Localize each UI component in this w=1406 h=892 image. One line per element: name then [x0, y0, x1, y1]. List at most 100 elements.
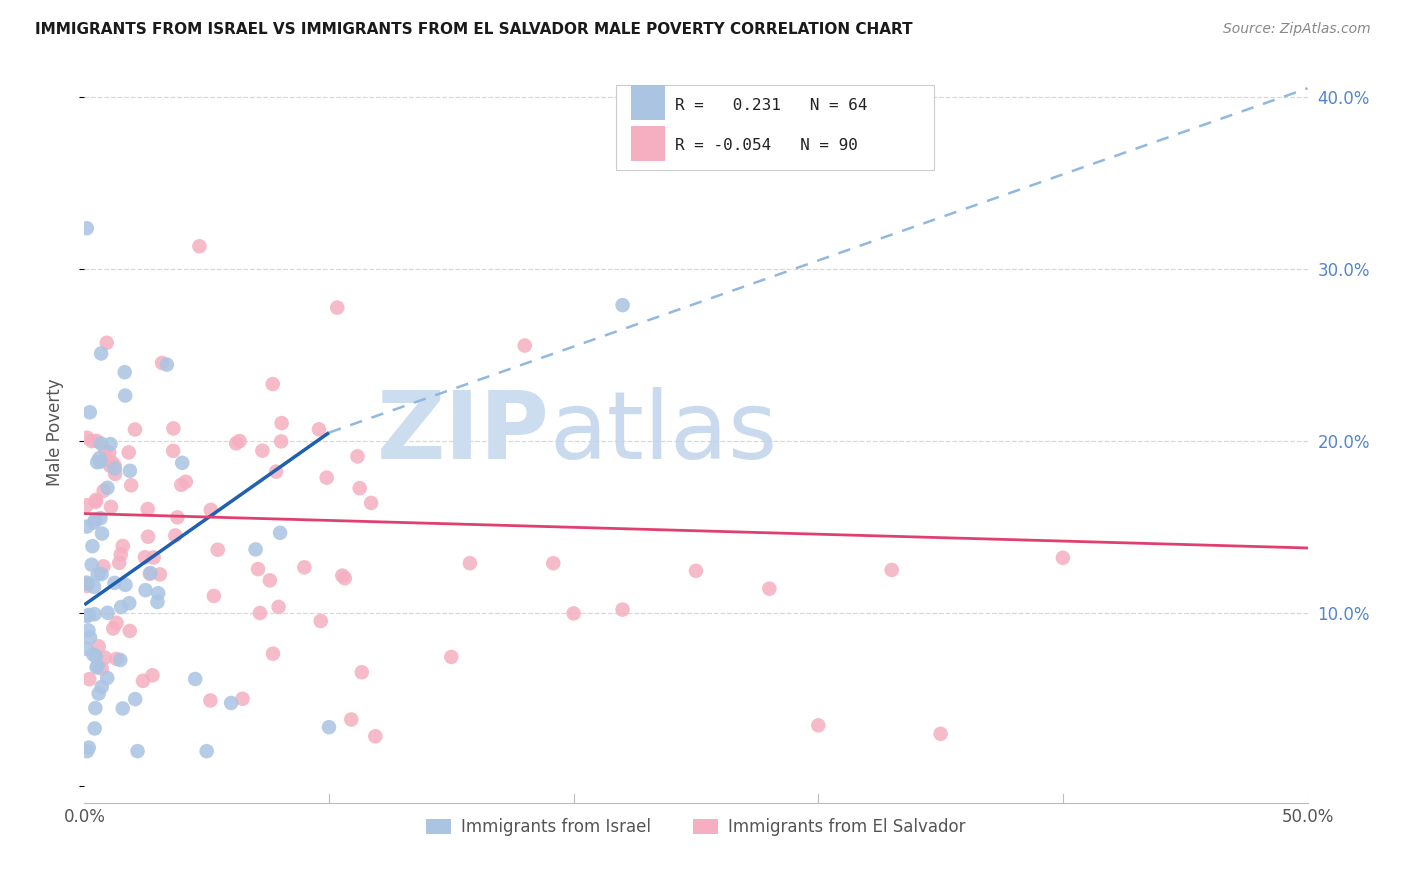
- Point: [929, 727, 952, 741]
- Point: [86, 455, 108, 469]
- Text: atlas: atlas: [550, 386, 778, 479]
- Point: [82, 539, 104, 553]
- Point: [245, 542, 267, 557]
- Point: [458, 556, 481, 570]
- Point: [104, 461, 127, 475]
- Point: [118, 596, 141, 610]
- Text: IMMIGRANTS FROM ISRAEL VS IMMIGRANTS FROM EL SALVADOR MALE POVERTY CORRELATION C: IMMIGRANTS FROM ISRAEL VS IMMIGRANTS FRO…: [35, 22, 912, 37]
- Point: [184, 672, 207, 686]
- Point: [110, 599, 132, 614]
- Point: [136, 530, 159, 544]
- Text: Source: ZipAtlas.com: Source: ZipAtlas.com: [1223, 22, 1371, 37]
- Point: [136, 502, 159, 516]
- Point: [252, 443, 274, 458]
- Point: [1052, 550, 1074, 565]
- Point: [100, 437, 122, 451]
- Point: [87, 687, 110, 701]
- Point: [89, 455, 111, 469]
- Y-axis label: Male Poverty: Male Poverty: [45, 379, 63, 486]
- Point: [114, 578, 136, 592]
- Point: [93, 483, 115, 498]
- Point: [156, 358, 179, 372]
- Point: [94, 650, 117, 665]
- Point: [104, 467, 127, 481]
- Point: [82, 648, 104, 662]
- Point: [103, 622, 125, 636]
- Point: [249, 606, 271, 620]
- Point: [77, 624, 100, 638]
- Point: [315, 471, 337, 485]
- Point: [108, 556, 131, 570]
- Point: [101, 455, 124, 469]
- Point: [162, 443, 184, 458]
- FancyBboxPatch shape: [616, 85, 935, 169]
- Point: [308, 422, 330, 436]
- Point: [96, 671, 118, 685]
- Point: [612, 602, 634, 616]
- Point: [105, 615, 128, 630]
- Point: [148, 586, 170, 600]
- Point: [86, 660, 108, 674]
- Point: [124, 692, 146, 706]
- Point: [139, 566, 162, 580]
- Point: [87, 640, 110, 654]
- Point: [543, 556, 565, 570]
- Bar: [631, 85, 665, 120]
- Point: [114, 388, 136, 402]
- Point: [110, 653, 132, 667]
- Point: [340, 713, 363, 727]
- Point: [83, 516, 105, 530]
- Point: [87, 659, 110, 673]
- Point: [513, 338, 536, 352]
- Point: [219, 696, 242, 710]
- Point: [346, 450, 368, 464]
- Point: [76, 577, 98, 591]
- Point: [330, 568, 353, 582]
- Point: [188, 239, 211, 253]
- Point: [134, 550, 156, 565]
- Point: [270, 416, 292, 430]
- Point: [89, 451, 111, 466]
- Point: [124, 423, 146, 437]
- Point: [114, 365, 136, 379]
- Point: [166, 510, 188, 524]
- Point: [292, 560, 315, 574]
- Point: [170, 478, 193, 492]
- Point: [120, 478, 142, 492]
- Point: [76, 221, 98, 235]
- Point: [103, 458, 125, 473]
- Point: [91, 526, 114, 541]
- Point: [225, 436, 247, 450]
- Point: [89, 511, 111, 525]
- Point: [360, 496, 382, 510]
- Point: [132, 673, 155, 688]
- Point: [162, 421, 184, 435]
- Text: R =   0.231   N = 64: R = 0.231 N = 64: [675, 98, 868, 113]
- Point: [90, 436, 112, 450]
- Point: [174, 475, 197, 489]
- Point: [262, 377, 284, 392]
- Point: [84, 649, 107, 664]
- Point: [326, 301, 349, 315]
- Point: [79, 631, 101, 645]
- Point: [562, 607, 585, 621]
- Point: [79, 405, 101, 419]
- Point: [83, 722, 105, 736]
- Text: R = -0.054   N = 90: R = -0.054 N = 90: [675, 138, 858, 153]
- Point: [83, 580, 105, 594]
- Point: [76, 576, 98, 591]
- Point: [77, 607, 100, 622]
- Point: [80, 434, 103, 449]
- Point: [118, 624, 141, 638]
- Point: [195, 744, 218, 758]
- Point: [84, 513, 107, 527]
- Point: [127, 744, 149, 758]
- Point: [76, 744, 98, 758]
- Point: [228, 434, 250, 448]
- Point: [118, 445, 141, 459]
- Point: [267, 599, 290, 614]
- Point: [165, 528, 187, 542]
- Point: [247, 562, 270, 576]
- Point: [309, 614, 332, 628]
- Point: [200, 503, 222, 517]
